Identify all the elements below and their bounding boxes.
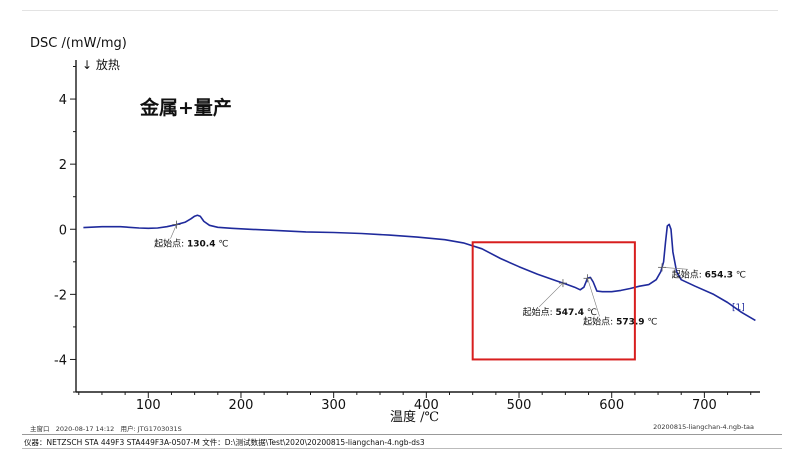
onset-leader <box>170 224 177 239</box>
onset-label-text: 起始点: <box>672 268 705 280</box>
onset-leader <box>538 282 564 308</box>
x-tick-label: 300 <box>321 398 346 413</box>
footer-filename: 20200815-liangchan-4.ngb-taa <box>653 423 754 431</box>
tick-labels: -4 -2 0 2 4 100 200 300 400 500 600 700 <box>54 93 717 413</box>
chart-title: 金属+量产 <box>139 96 232 119</box>
onset-leader <box>662 267 689 270</box>
curve-tag: [1] <box>732 303 745 313</box>
onset-label: 起始点: 547.4 ℃ <box>523 306 597 318</box>
y-tick-label: 4 <box>59 93 67 108</box>
main-window-label: 主窗口 <box>30 425 50 433</box>
onset-label: 起始点: 130.4 ℃ <box>154 238 228 250</box>
x-tick-label: 100 <box>136 398 161 413</box>
onset-unit: ℃ <box>733 270 746 280</box>
onset-label: 起始点: 573.9 ℃ <box>583 315 657 327</box>
footer-datetime: 2020-08-17 14:12 <box>55 425 115 433</box>
onset-leader <box>587 278 600 317</box>
y-tick-label: 0 <box>59 223 67 238</box>
x-tick-label: 200 <box>229 398 254 413</box>
onset-value: 654.3 <box>705 270 733 280</box>
user-label: 用户: <box>120 425 136 433</box>
onset-unit: ℃ <box>584 308 597 318</box>
onset-label: 起始点: 654.3 ℃ <box>672 268 746 280</box>
x-tick-label: 400 <box>414 398 439 413</box>
x-tick-label: 700 <box>692 398 717 413</box>
onset-value: 547.4 <box>556 308 584 318</box>
x-tick-label: 500 <box>507 398 532 413</box>
series-layer <box>83 214 756 322</box>
onset-label-text: 起始点: <box>583 315 616 327</box>
onset-value: 130.4 <box>187 240 215 250</box>
onset-label-text: 起始点: <box>154 238 187 250</box>
instrument-line: 仪器：NETZSCH STA 449F3 STA449F3A-0507-M 文件… <box>24 438 425 447</box>
user-id: JTG1703031S <box>137 425 182 433</box>
instrument-divider <box>22 448 782 449</box>
y-tick-label: -2 <box>54 288 67 303</box>
footer-divider <box>22 434 782 435</box>
y-tick-label: 2 <box>59 158 67 173</box>
footer-meta: 主窗口 2020-08-17 14:12 用户: JTG1703031S <box>30 423 182 433</box>
exo-direction-label: ↓ 放热 <box>82 57 120 72</box>
x-axis-label: 温度 /℃ <box>390 409 439 425</box>
top-divider <box>22 10 778 11</box>
axes <box>70 60 760 398</box>
onset-value: 573.9 <box>616 317 644 327</box>
x-tick-label: 600 <box>599 398 624 413</box>
onset-unit: ℃ <box>215 240 228 250</box>
onset-unit: ℃ <box>645 317 658 327</box>
highlight-box <box>471 241 636 361</box>
onset-label-text: 起始点: <box>523 306 556 318</box>
y-axis-label: DSC /(mW/mg) <box>30 36 127 51</box>
y-tick-label: -4 <box>54 353 67 368</box>
dsc-curve <box>83 214 756 322</box>
